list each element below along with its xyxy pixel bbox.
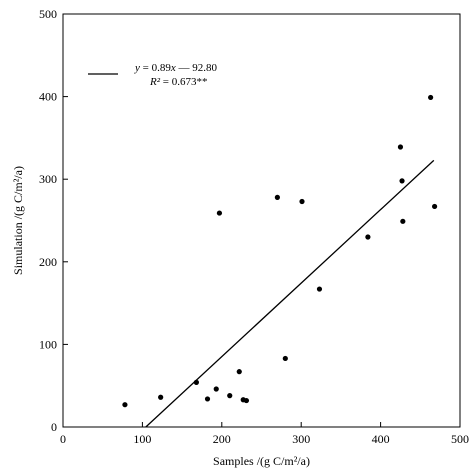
- data-points: [122, 94, 438, 408]
- x-tick-label: 100: [133, 432, 151, 446]
- y-tick-label: 100: [39, 337, 57, 351]
- y-tick-label: 200: [39, 255, 57, 269]
- data-point: [399, 178, 405, 184]
- legend-eq-tail: — 92.80: [176, 62, 218, 74]
- plot-frame: [62, 13, 461, 428]
- data-point: [400, 218, 406, 224]
- y-tick-label: 500: [39, 7, 57, 21]
- legend-r2-lhs: R²: [149, 76, 161, 88]
- y-tick-label: 400: [39, 90, 57, 104]
- data-point: [316, 286, 323, 292]
- data-point: [216, 210, 223, 216]
- x-tick-label: 0: [60, 432, 66, 446]
- legend-eq-rhs: = 0.89: [140, 62, 171, 74]
- legend-r2: R² = 0.673**: [149, 76, 208, 88]
- data-point: [431, 203, 438, 210]
- data-point: [282, 355, 288, 362]
- axis-ticks: 0 100 200 300 400 500 0 100 200 300 400 500: [39, 7, 469, 446]
- y-tick-label: 300: [39, 172, 57, 186]
- data-point: [243, 397, 250, 404]
- x-axis-title: Samples /(g C/m²/a): [213, 454, 310, 468]
- regression-line-group: [145, 159, 435, 428]
- data-point: [274, 194, 280, 200]
- x-tick-label: 400: [372, 432, 390, 446]
- data-point: [299, 198, 305, 205]
- legend-eq-x: x: [170, 62, 176, 74]
- y-tick-label: 0: [51, 420, 57, 434]
- x-tick-label: 200: [213, 432, 231, 446]
- data-point: [397, 144, 404, 150]
- data-point: [204, 396, 211, 402]
- data-point: [428, 94, 434, 101]
- data-point: [158, 394, 164, 400]
- legend-equation: y = 0.89x — 92.80: [134, 62, 218, 74]
- data-point: [122, 402, 128, 408]
- legend: y = 0.89x — 92.80 R² = 0.673**: [88, 62, 218, 88]
- legend-r2-rhs: = 0.673**: [160, 76, 207, 88]
- regression-line: [145, 159, 435, 428]
- data-point: [213, 386, 219, 392]
- data-point: [365, 234, 371, 240]
- legend-eq-y: y: [134, 62, 140, 74]
- data-point: [227, 393, 233, 399]
- x-tick-label: 300: [292, 432, 310, 446]
- x-tick-label: 500: [451, 432, 469, 446]
- data-point: [236, 369, 242, 375]
- y-axis-title: Simulation /(g C/m²/a): [11, 166, 25, 275]
- data-point: [193, 379, 199, 385]
